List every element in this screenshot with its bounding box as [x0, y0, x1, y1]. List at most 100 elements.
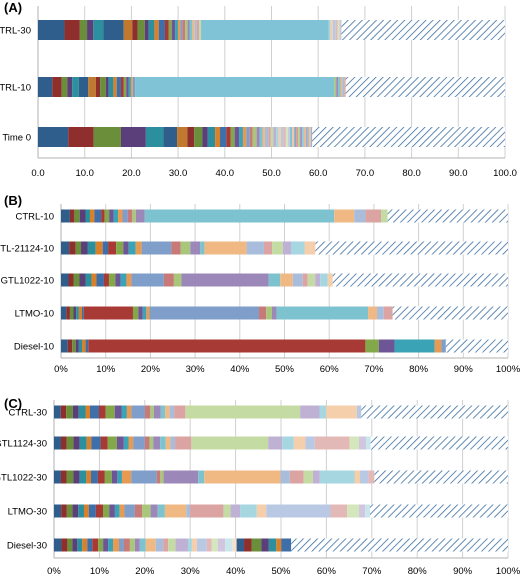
bar-segment: [79, 273, 86, 287]
bar-segment: [87, 241, 96, 255]
bar-segment: [79, 209, 86, 223]
bar-segment: [82, 538, 88, 552]
bar-segment: [368, 470, 375, 484]
x-tick-label: 100%: [496, 364, 520, 375]
x-tick-label: 0.0: [31, 168, 44, 179]
bar-segment: [93, 20, 104, 40]
bar-segment: [276, 306, 369, 320]
bar-segment: [301, 127, 304, 147]
bar-segment: [307, 127, 310, 147]
bar-segment: [68, 127, 94, 147]
bar-segment: [38, 20, 65, 40]
bar-segment: [118, 209, 123, 223]
bar-segment: [263, 241, 273, 255]
bar-segment: [320, 273, 328, 287]
bar-segment: [95, 241, 103, 255]
bar-segment: [285, 127, 288, 147]
bar-segment: [78, 339, 83, 353]
bar-segment: [98, 405, 106, 419]
bar-segment: [66, 436, 74, 450]
x-tick-label: 20%: [135, 566, 155, 577]
bar-segment: [102, 241, 109, 255]
bar-segment: [89, 405, 99, 419]
bar-segment: [303, 127, 306, 147]
bar-segment: [120, 77, 124, 97]
bar-segment: [165, 436, 171, 450]
category-label: Time 0: [2, 133, 31, 144]
bar-segment: [292, 273, 303, 287]
bar-segment: [108, 538, 114, 552]
bar-segment: [69, 306, 74, 320]
bar-segment: [327, 273, 333, 287]
bar-segment: [54, 405, 61, 419]
bar-segment: [349, 436, 359, 450]
bar-segment: [108, 241, 117, 255]
bar-segment: [61, 273, 69, 287]
bar-segment: [139, 538, 146, 552]
bar-segment: [187, 20, 190, 40]
bar-segment: [126, 405, 132, 419]
bar-segment: [360, 470, 369, 484]
bar-segment: [123, 538, 130, 552]
bar-segment: [85, 405, 90, 419]
bar-segment: [132, 20, 138, 40]
bar-segment: [264, 127, 269, 147]
category-label: CTRL-30: [0, 26, 31, 37]
bar-segment: [204, 241, 247, 255]
bar-segment: [149, 436, 154, 450]
bar-segment: [246, 241, 264, 255]
bar-segment: [103, 20, 124, 40]
category-label: Diesel-10: [14, 342, 54, 353]
panel-3: (C) 0% 10% 20% 30% 40% 50% 60% 70% 80% 90% 100% CTRL…: [0, 396, 520, 577]
bar-segment: [344, 77, 346, 97]
bar-segment-remainder: [291, 538, 508, 552]
bar-segment: [118, 538, 124, 552]
x-tick-label: 50%: [275, 364, 295, 375]
bar-segment: [123, 20, 133, 40]
bar-segment: [340, 77, 343, 97]
bar-segment: [96, 273, 104, 287]
category-label: LTMO-30: [8, 507, 47, 518]
category-label: Diesel-30: [7, 541, 47, 552]
bar-segment: [116, 241, 124, 255]
bar-segment: [54, 436, 61, 450]
bar-segment: [246, 127, 250, 147]
bar-segment: [336, 77, 339, 97]
bar-segment: [117, 470, 122, 484]
bar-segment: [82, 306, 84, 320]
bar-segment: [174, 405, 186, 419]
bar-segment: [268, 538, 277, 552]
x-tick-label: 40%: [230, 364, 250, 375]
bar-segment: [104, 209, 110, 223]
bar-segment: [202, 127, 208, 147]
bar-segment: [90, 470, 98, 484]
bar-segment: [103, 504, 110, 518]
bar-segment: [239, 127, 243, 147]
x-tick-label: 100.0: [493, 168, 517, 179]
bar-segment: [67, 77, 73, 97]
x-tick-label: 30%: [186, 364, 206, 375]
bar-segment: [61, 241, 70, 255]
panel-label: (C): [4, 396, 22, 411]
bar-segment: [73, 436, 80, 450]
bar-segment: [97, 470, 105, 484]
bar-segment: [66, 306, 70, 320]
bar-segment: [131, 273, 164, 287]
bar-segment: [368, 306, 378, 320]
x-tick-label: 90%: [454, 364, 474, 375]
bar-segment: [115, 273, 121, 287]
bar-segment-remainder: [345, 77, 505, 97]
bar-segment: [145, 127, 164, 147]
bar-segment: [113, 77, 117, 97]
bar-segment: [170, 436, 176, 450]
bar-segment: [378, 339, 395, 353]
bar-segment: [82, 339, 86, 353]
bar-segment: [332, 20, 336, 40]
bar-segment: [98, 538, 104, 552]
bar-segment: [88, 339, 366, 353]
bar-segment-remainder: [341, 20, 505, 40]
bar-segment-remainder: [369, 504, 508, 518]
bar-segment: [108, 273, 116, 287]
bar-segment: [104, 470, 112, 484]
bar-segment: [180, 20, 183, 40]
